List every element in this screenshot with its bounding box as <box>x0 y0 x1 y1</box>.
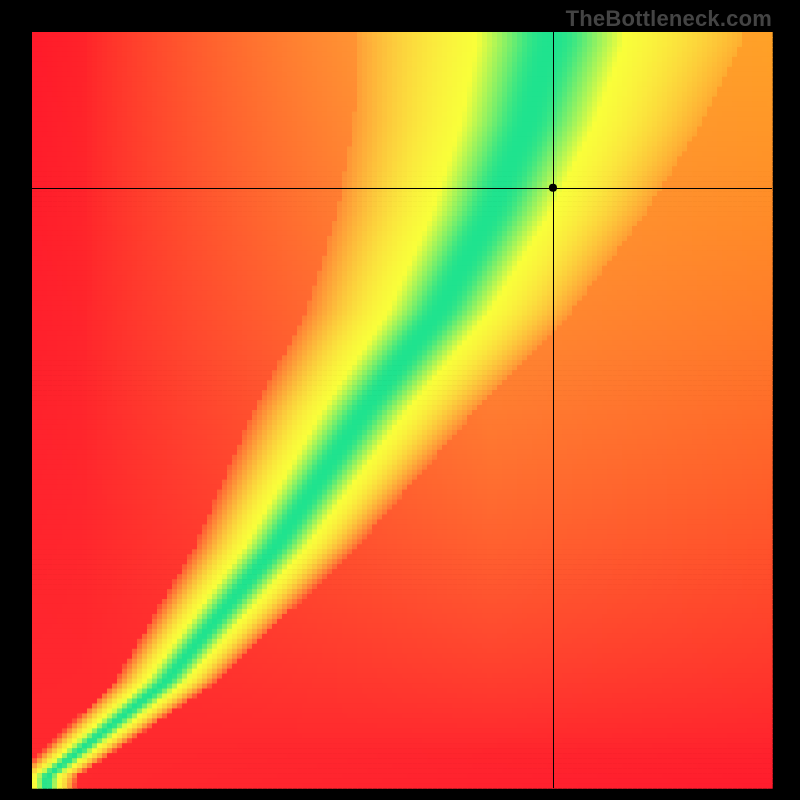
root-container: { "watermark": { "text": "TheBottleneck.… <box>0 0 800 800</box>
bottleneck-heatmap <box>0 0 800 800</box>
watermark-text: TheBottleneck.com <box>566 6 772 32</box>
